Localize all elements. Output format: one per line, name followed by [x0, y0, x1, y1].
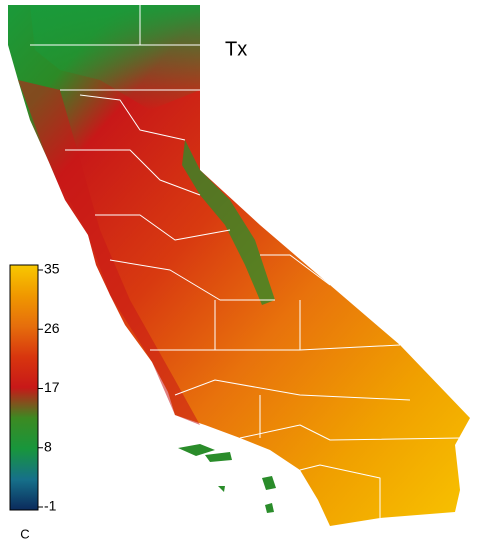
island	[262, 476, 276, 490]
county-line	[214, 300, 301, 438]
county-line	[260, 254, 331, 286]
islands	[178, 444, 276, 513]
colorbar-ramp	[9, 264, 39, 511]
county-line	[65, 149, 201, 196]
county-line	[109, 259, 275, 301]
colorbar-tick-label: 17	[44, 379, 60, 395]
island	[178, 444, 215, 456]
state-shape	[8, 5, 470, 526]
county-line	[299, 464, 381, 518]
island	[218, 486, 225, 492]
county-line	[30, 44, 200, 91]
colorbar-tick-label: 26	[44, 320, 60, 336]
colorbar-tick-label: -1	[44, 498, 57, 514]
north-mountains	[30, 5, 200, 110]
map-title: Tx	[225, 38, 247, 60]
colorbar-unit: C	[20, 526, 29, 541]
county-line	[79, 94, 186, 141]
county-line	[239, 424, 461, 441]
california	[8, 5, 470, 526]
sierra-nevada	[182, 140, 275, 305]
island	[205, 452, 232, 462]
coast-range	[18, 80, 200, 425]
island	[265, 503, 274, 513]
county-line	[95, 214, 231, 241]
county-lines	[30, 5, 461, 518]
county-line	[174, 379, 411, 401]
colorbar: -1 8 17 26 35	[9, 261, 60, 514]
colorbar-tick-label: 35	[44, 261, 60, 277]
colorbar-tick-label: 8	[44, 438, 52, 454]
